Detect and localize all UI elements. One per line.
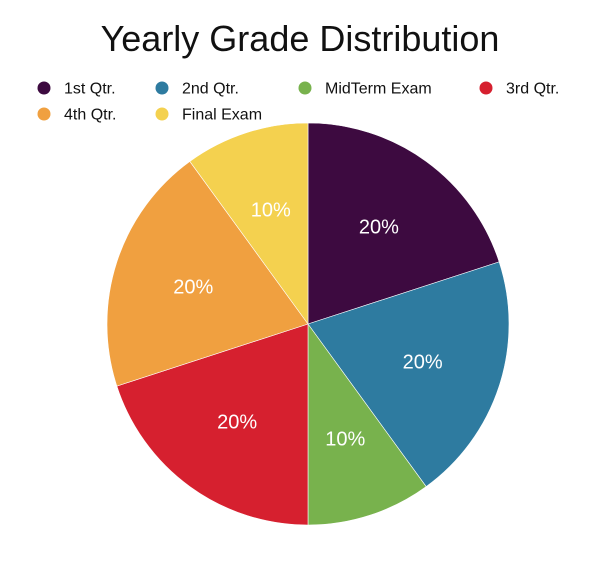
legend-label: 2nd Qtr. bbox=[182, 81, 239, 98]
legend-swatch bbox=[37, 107, 51, 121]
legend-swatch bbox=[298, 81, 312, 95]
slice-percent-label: 10% bbox=[251, 199, 291, 221]
legend-label: Final Exam bbox=[182, 107, 262, 124]
legend: 1st Qtr. 2nd Qtr. MidTerm Exam 3rd Qtr. 4th … bbox=[37, 81, 559, 124]
slice-percent-label: 20% bbox=[173, 277, 213, 299]
pie-slice-4th-qtr bbox=[106, 160, 309, 387]
slice-percent-label: 10% bbox=[325, 429, 365, 451]
pie-slice-final-exam bbox=[189, 122, 309, 325]
legend-swatch bbox=[155, 107, 169, 121]
pie-slice-1st-qtr bbox=[307, 122, 500, 325]
legend-label: 4th Qtr. bbox=[64, 107, 116, 124]
legend-swatch bbox=[155, 81, 169, 95]
legend-item-1st-qtr: 1st Qtr. bbox=[37, 81, 116, 98]
legend-item-2nd-qtr: 2nd Qtr. bbox=[155, 81, 239, 98]
legend-item-midterm-exam: MidTerm Exam bbox=[298, 81, 432, 98]
pie-slices bbox=[106, 122, 510, 526]
pie-slice-midterm-exam bbox=[307, 323, 427, 526]
legend-label: MidTerm Exam bbox=[325, 81, 432, 98]
legend-swatch bbox=[37, 81, 51, 95]
legend-item-4th-qtr: 4th Qtr. bbox=[37, 107, 116, 124]
slice-labels: 20% 20% 10% 20% 20% 10% bbox=[173, 199, 443, 450]
legend-swatch bbox=[479, 81, 493, 95]
slice-percent-label: 20% bbox=[403, 351, 443, 373]
legend-label: 1st Qtr. bbox=[64, 81, 116, 98]
slice-percent-label: 20% bbox=[359, 216, 399, 238]
legend-item-final-exam: Final Exam bbox=[155, 107, 262, 124]
pie-slice-3rd-qtr bbox=[116, 323, 309, 526]
chart-title: Yearly Grade Distribution bbox=[100, 18, 500, 59]
pie-slice-2nd-qtr bbox=[307, 261, 510, 488]
legend-item-3rd-qtr: 3rd Qtr. bbox=[479, 81, 559, 98]
legend-label: 3rd Qtr. bbox=[506, 81, 559, 98]
slice-percent-label: 20% bbox=[217, 412, 257, 434]
